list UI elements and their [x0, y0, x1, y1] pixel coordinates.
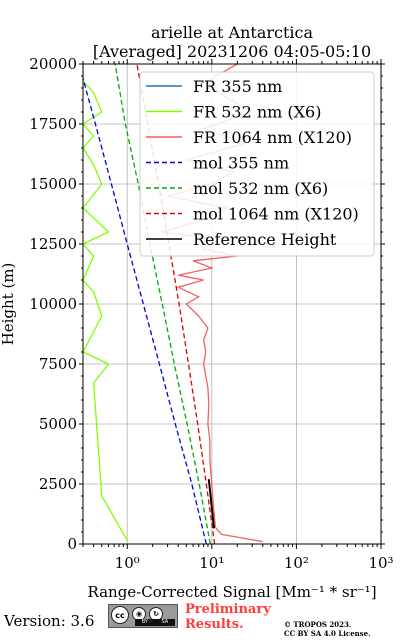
- x-tick-label: 10³: [368, 554, 393, 572]
- axis-ticks: 0 2500 5000 7500 10000 12500 15000 17500 20000 10…: [29, 55, 393, 572]
- chart-subtitle: [Averaged] 20231206 04:05-05:10: [93, 42, 371, 61]
- series-line-4: [114, 64, 211, 544]
- copyright-notice: © TROPOS 2023. CC BY SA 4.0 License.: [284, 620, 371, 638]
- legend: FR 355 nm FR 532 nm (X6) FR 1064 nm (X120)…: [139, 71, 375, 257]
- x-axis-label: Range-Corrected Signal [Mm⁻¹ * sr⁻¹]: [87, 583, 376, 600]
- y-tick-label: 17500: [29, 115, 77, 133]
- legend-label: Reference Height: [193, 230, 337, 249]
- y-tick-label: 15000: [29, 175, 77, 193]
- y-tick-label: 12500: [29, 235, 77, 253]
- y-tick-label: 5000: [39, 415, 77, 433]
- lidar-chart: arielle at Antarctica [Averaged] 2023120…: [0, 23, 394, 600]
- cc-badge-text: BY SA: [135, 619, 175, 626]
- legend-label: FR 1064 nm (X120): [193, 128, 352, 147]
- cc-license-badge[interactable]: cc ◉ ↻ BY SA: [108, 604, 178, 628]
- series-line-3: [83, 78, 207, 544]
- chart-title: arielle at Antarctica: [151, 23, 314, 42]
- x-tick-label: 10¹: [199, 554, 224, 572]
- x-tick-label: 10²: [284, 554, 309, 572]
- y-tick-label: 7500: [39, 355, 77, 373]
- y-tick-label: 20000: [29, 55, 77, 73]
- version-label: Version: 3.6: [4, 612, 95, 630]
- legend-label: mol 1064 nm (X120): [193, 205, 359, 224]
- legend-label: mol 532 nm (X6): [193, 179, 328, 198]
- legend-box: [139, 71, 375, 257]
- series-line-1: [83, 64, 128, 541]
- x-tick-label: 10⁰: [115, 554, 140, 572]
- legend-label: FR 532 nm (X6): [193, 103, 321, 122]
- y-tick-label: 2500: [39, 475, 77, 493]
- sa-icon: ↻: [149, 606, 163, 621]
- cc-logo-icon: cc: [111, 606, 129, 624]
- y-tick-label: 0: [67, 535, 77, 553]
- y-tick-label: 10000: [29, 295, 77, 313]
- series-line-6: [207, 479, 215, 529]
- preliminary-notice: Preliminary Results.: [185, 602, 271, 632]
- legend-label: FR 355 nm: [193, 77, 282, 96]
- y-axis-label: Height (m): [0, 263, 17, 346]
- legend-label: mol 355 nm: [193, 154, 289, 173]
